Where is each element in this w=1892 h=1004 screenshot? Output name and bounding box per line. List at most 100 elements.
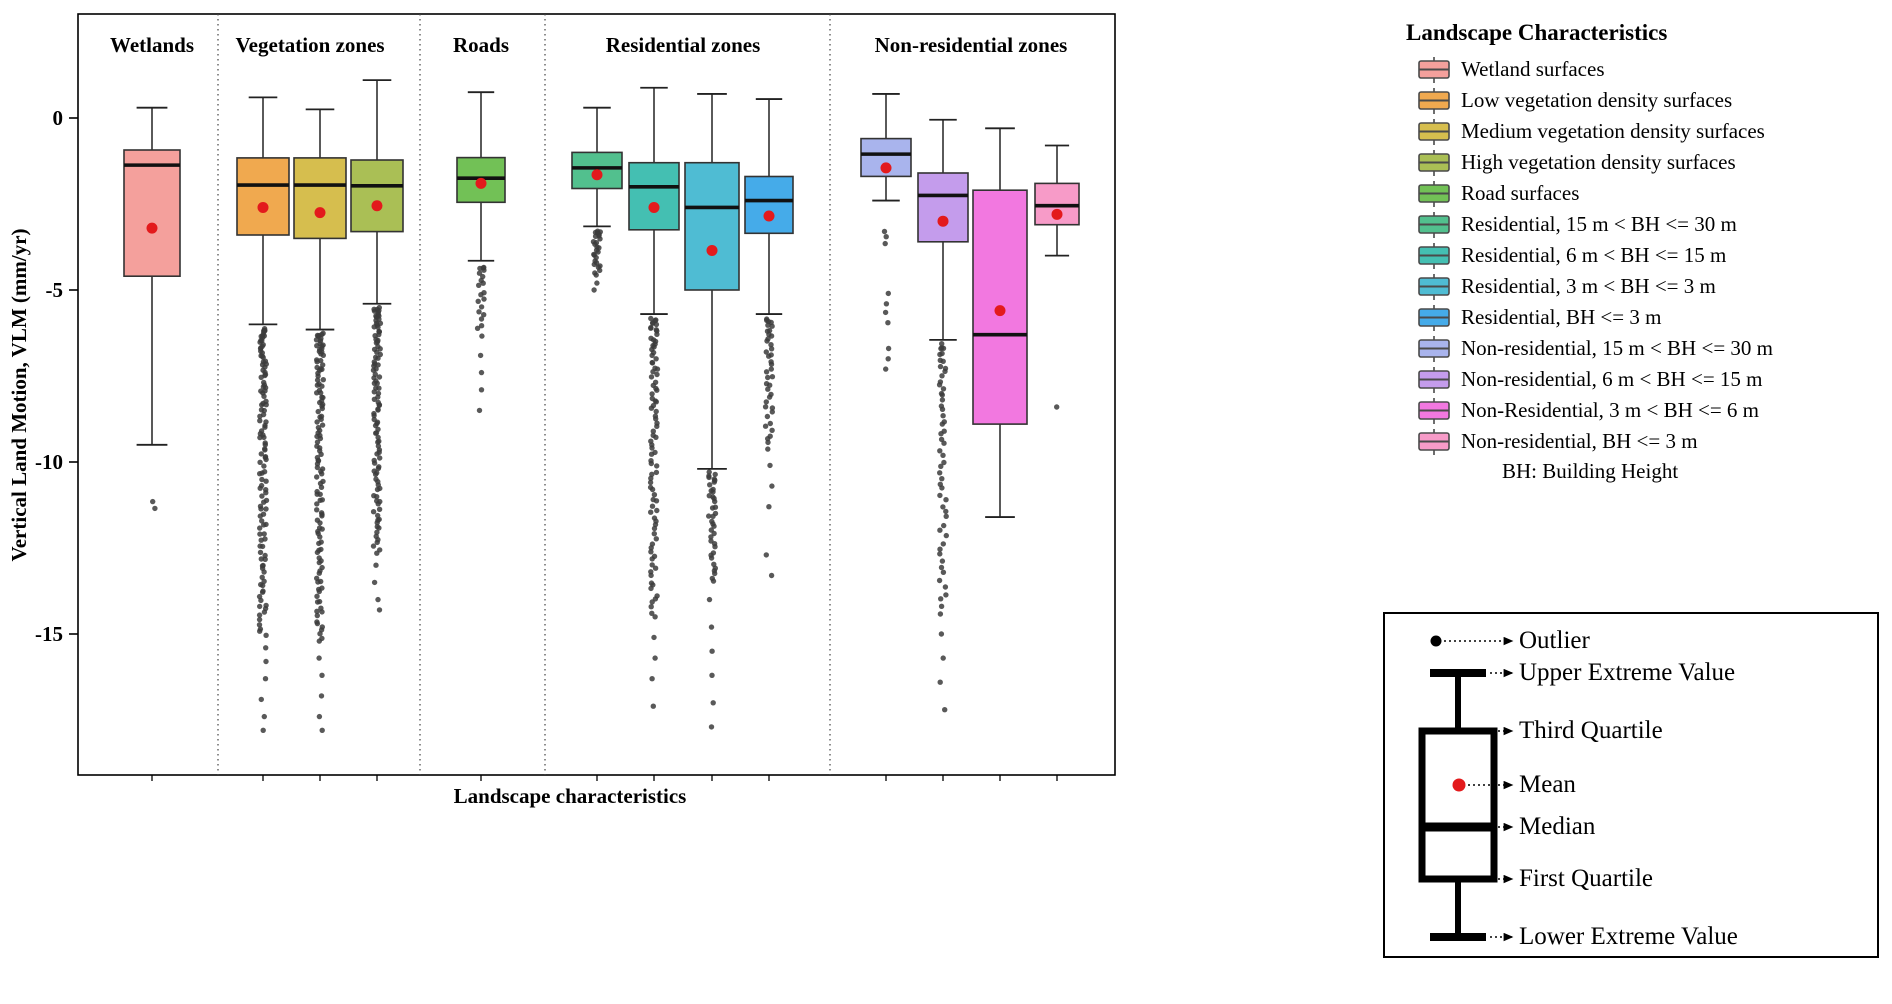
outlier-point xyxy=(654,423,660,429)
outlier-point xyxy=(882,309,889,316)
mean-dot xyxy=(371,200,383,212)
outlier-point xyxy=(260,727,266,733)
outlier-point xyxy=(319,672,325,678)
outlier-point xyxy=(653,434,659,440)
outlier-point xyxy=(710,700,716,706)
outlier-point xyxy=(375,355,381,361)
legend-item-label: Medium vegetation density surfaces xyxy=(1461,119,1765,143)
outlier-point xyxy=(314,474,320,480)
outlier-point xyxy=(481,296,487,302)
outlier-point xyxy=(315,408,321,415)
boxplot-high-vegetation-density xyxy=(350,79,404,613)
legend-boxplot-swatch xyxy=(1418,397,1450,424)
outlier-point xyxy=(257,603,263,610)
outlier-point xyxy=(261,569,267,575)
group-label: Vegetation zones xyxy=(235,33,384,57)
boxplot-non-residential-15-30 xyxy=(860,93,912,372)
outlier-point xyxy=(314,464,321,471)
y-tick-label: -10 xyxy=(35,450,63,474)
outlier-point xyxy=(943,508,949,515)
outlier-point xyxy=(476,282,482,288)
outlier-point xyxy=(650,428,656,434)
outlier-point xyxy=(263,645,269,651)
boxplot-anatomy-key: Outlier Upper Extreme Value Third Quarti… xyxy=(1383,612,1879,958)
legend-boxplot-swatch xyxy=(1418,56,1450,83)
legend-item-label: Non-residential, BH <= 3 m xyxy=(1461,429,1698,453)
outlier-point xyxy=(478,304,485,310)
y-axis-label: Vertical Land Motion, VLM (mm/yr) xyxy=(7,228,31,561)
outlier-point xyxy=(706,469,712,475)
outlier-point xyxy=(940,413,946,419)
iqr-box xyxy=(123,149,181,277)
outlier-point xyxy=(767,382,773,388)
outlier-point xyxy=(769,483,775,489)
outlier-point xyxy=(370,543,377,549)
iqr-box xyxy=(917,172,969,243)
outlier-point xyxy=(939,421,945,427)
outlier-point xyxy=(474,325,481,331)
outlier-point xyxy=(765,374,771,381)
outlier-point xyxy=(937,448,943,454)
outlier-point xyxy=(942,584,949,590)
outlier-point xyxy=(261,609,268,615)
outlier-point xyxy=(712,471,718,478)
outlier-point xyxy=(262,552,268,559)
outlier-point xyxy=(654,387,660,393)
outlier-point xyxy=(261,463,267,469)
outlier-point xyxy=(706,473,712,479)
outlier-points xyxy=(370,304,384,613)
outlier-point xyxy=(256,612,263,618)
outlier-point xyxy=(937,470,943,476)
outlier-point xyxy=(476,270,483,276)
outlier-point xyxy=(766,394,773,400)
outlier-point xyxy=(314,599,321,605)
outlier-point xyxy=(942,368,948,375)
outlier-point xyxy=(314,501,320,507)
boxplot-wetland-surfaces xyxy=(123,106,181,512)
outlier-point xyxy=(651,525,658,532)
outlier-point xyxy=(475,298,481,304)
group-label: Roads xyxy=(453,33,509,57)
outlier-point xyxy=(370,509,377,515)
outlier-point xyxy=(768,342,774,348)
outlier-point xyxy=(648,374,655,380)
outlier-point xyxy=(942,707,948,713)
outlier-point xyxy=(764,338,770,344)
legend-title: Landscape Characteristics xyxy=(1406,20,1668,45)
outlier-points xyxy=(590,228,603,293)
outlier-point xyxy=(319,471,325,477)
outlier-point xyxy=(654,366,661,372)
outlier-point xyxy=(648,509,654,515)
outlier-point xyxy=(259,493,265,499)
outlier-point xyxy=(765,446,771,452)
outlier-point xyxy=(769,323,775,329)
outlier-point xyxy=(317,520,323,526)
outlier-point xyxy=(709,648,715,654)
boxplot-non-residential-6-15 xyxy=(917,118,969,713)
legend-item-label: Non-Residential, 3 m < BH <= 6 m xyxy=(1461,398,1760,422)
outlier-point xyxy=(319,383,325,389)
outlier-point xyxy=(938,564,945,571)
outlier-point xyxy=(314,343,320,349)
outlier-point xyxy=(652,565,659,571)
x-axis-label: Landscape characteristics xyxy=(454,784,687,808)
legend-boxplot-swatch xyxy=(1418,335,1450,362)
boxplot-medium-vegetation-density xyxy=(293,108,347,733)
outlier-point xyxy=(314,507,320,513)
outlier-point xyxy=(261,499,267,505)
outlier-point xyxy=(374,550,380,556)
mean-dot xyxy=(994,305,1006,317)
outlier-point xyxy=(653,399,659,405)
legend-boxplot-swatch xyxy=(1418,242,1450,269)
outlier-point xyxy=(262,442,268,448)
outlier-point xyxy=(152,505,158,512)
outlier-point xyxy=(257,628,263,634)
mean-dot xyxy=(314,207,326,219)
outlier-point xyxy=(649,445,655,451)
outlier-point xyxy=(943,532,949,539)
outlier-point xyxy=(943,592,949,598)
outlier-point xyxy=(259,574,265,580)
outlier-point xyxy=(371,412,377,419)
outlier-point xyxy=(768,333,775,339)
outlier-point xyxy=(258,374,264,380)
